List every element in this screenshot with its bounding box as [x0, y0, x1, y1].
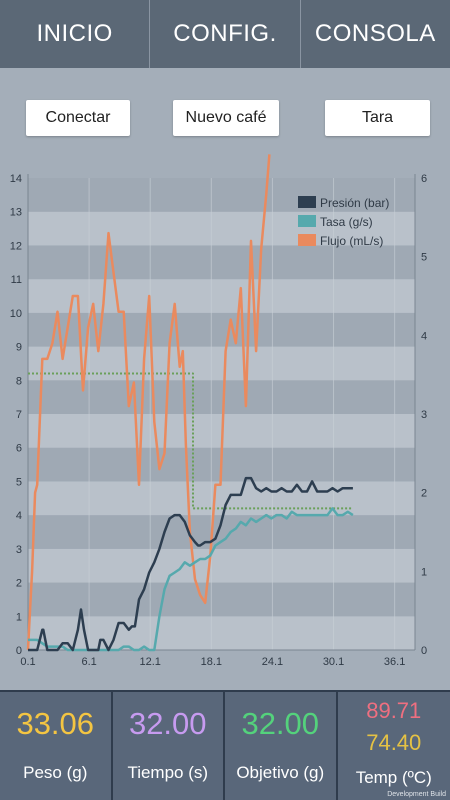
y-right-tick-label: 0 — [421, 645, 427, 657]
target-value: 32.00 — [241, 706, 320, 741]
x-tick-label: 12.1 — [139, 656, 160, 668]
y-left-tick-label: 4 — [16, 510, 22, 522]
weight-card: 33.06 Peso (g) — [0, 690, 113, 800]
chart-band — [28, 279, 415, 313]
legend-swatch — [298, 215, 316, 227]
y-left-tick-label: 5 — [16, 476, 22, 488]
x-tick-label: 18.1 — [201, 656, 222, 668]
y-right-tick-label: 2 — [421, 488, 427, 500]
y-left-tick-label: 9 — [16, 342, 22, 354]
legend-swatch — [298, 234, 316, 246]
temp-value-2: 74.40 — [366, 730, 422, 755]
development-build-label: Development Build — [387, 791, 446, 798]
y-left-tick-label: 13 — [10, 207, 22, 219]
legend-label: Tasa (g/s) — [320, 215, 373, 229]
chart-band — [28, 312, 415, 347]
new-coffee-button[interactable]: Nuevo café — [173, 100, 279, 136]
y-right-tick-label: 6 — [421, 173, 427, 185]
y-right-tick-label: 1 — [421, 566, 427, 578]
y-left-tick-label: 1 — [16, 611, 22, 623]
y-left-tick-label: 12 — [10, 240, 22, 252]
chart-legend: Presión (bar) Tasa (g/s) Flujo (mL/s) — [298, 196, 389, 248]
chart-band — [28, 178, 415, 212]
legend-swatch — [298, 196, 316, 208]
y-left-tick-label: 11 — [11, 274, 22, 286]
x-tick-label: 6.1 — [81, 656, 96, 668]
series-line-0 — [28, 476, 353, 652]
y-right-tick-label: 4 — [421, 330, 427, 342]
y-left-tick-label: 14 — [10, 173, 22, 185]
tab-config[interactable]: CONFIG. — [150, 0, 301, 68]
x-tick-label: 0.1 — [20, 656, 35, 668]
y-left-tick-label: 0 — [16, 645, 22, 657]
x-tick-label: 24.1 — [262, 656, 283, 668]
chart-band — [28, 211, 415, 246]
y-left-tick-label: 7 — [16, 409, 22, 421]
stats-panel: 33.06 Peso (g) 32.00 Tiempo (s) 32.00 Ob… — [0, 690, 450, 800]
tab-consola[interactable]: CONSOLA — [314, 20, 436, 47]
chart-band — [28, 481, 415, 516]
connect-button[interactable]: Conectar — [26, 100, 130, 136]
chart-band — [28, 582, 415, 617]
series-line-3 — [28, 372, 353, 510]
time-card: 32.00 Tiempo (s) — [112, 690, 225, 800]
legend-label: Presión (bar) — [320, 196, 389, 210]
chart-band — [28, 346, 415, 381]
x-tick-label: 30.1 — [323, 656, 344, 668]
weight-label: Peso (g) — [23, 763, 88, 782]
temp-value-1: 89.71 — [366, 698, 422, 723]
series-line-1 — [28, 507, 354, 652]
time-value: 32.00 — [128, 706, 207, 741]
chart-band — [28, 380, 415, 414]
series-line-2 — [26, 154, 271, 651]
y-left-tick-label: 6 — [16, 443, 22, 455]
tab-bar: INICIO CONFIG. CONSOLA — [0, 0, 450, 68]
tab-inicio[interactable]: INICIO — [0, 0, 151, 68]
chart-band — [28, 245, 415, 280]
chart-bands — [28, 178, 415, 650]
weight-value: 33.06 — [16, 706, 95, 741]
temp-card: 89.71 74.40 Temp (ºC) — [337, 690, 450, 800]
y-right-tick-label: 5 — [421, 252, 427, 264]
target-card: 32.00 Objetivo (g) — [225, 690, 338, 800]
target-label: Objetivo (g) — [236, 763, 325, 782]
chart-band — [28, 616, 415, 650]
y-left-tick-label: 3 — [16, 544, 22, 556]
chart-band — [28, 548, 415, 583]
y-left-tick-label: 2 — [16, 578, 22, 590]
x-tick-label: 36.1 — [384, 656, 405, 668]
y-left-tick-label: 10 — [10, 308, 22, 320]
temp-label: Temp (ºC) — [355, 768, 432, 787]
legend-label: Flujo (mL/s) — [320, 234, 383, 248]
time-label: Tiempo (s) — [127, 763, 209, 782]
y-right-tick-label: 3 — [421, 409, 427, 421]
tare-button[interactable]: Tara — [325, 100, 430, 136]
y-left-tick-label: 8 — [16, 375, 22, 387]
